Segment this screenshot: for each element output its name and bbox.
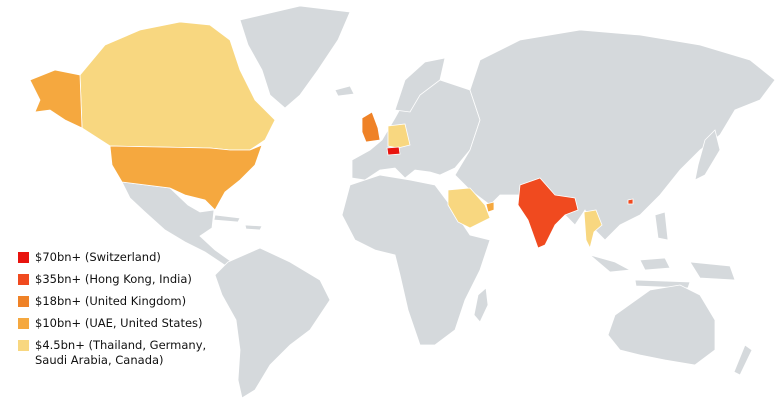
legend-item: $10bn+ (UAE, United States): [18, 316, 228, 331]
legend-swatch: [18, 252, 29, 263]
mexico: [121, 181, 233, 267]
japan: [694, 129, 721, 181]
legend-swatch: [18, 274, 29, 285]
thailand: [583, 209, 603, 250]
alaska: [29, 69, 83, 129]
legend-label: $18bn+ (United Kingdom): [35, 294, 187, 308]
legend-label: $4.5bn+ (Thailand, Germany, Saudi Arabia…: [35, 338, 207, 367]
iceland: [334, 85, 355, 97]
madagascar: [473, 287, 489, 323]
europe: [351, 79, 481, 181]
australia: [607, 284, 716, 366]
indonesia: [589, 254, 736, 289]
saudi-arabia: [447, 187, 491, 229]
legend-label: $70bn+ (Switzerland): [35, 250, 161, 264]
legend-swatch: [18, 340, 29, 351]
caribbean: [213, 214, 263, 231]
philippines: [654, 211, 669, 241]
south-america: [214, 247, 331, 399]
africa: [341, 174, 491, 346]
uae: [485, 201, 495, 213]
canada: [79, 21, 276, 151]
hong-kong: [627, 198, 634, 205]
legend-label: $10bn+ (UAE, United States): [35, 316, 203, 330]
legend-item: $70bn+ (Switzerland): [18, 250, 228, 265]
new-zealand: [733, 344, 753, 376]
legend-swatch: [18, 296, 29, 307]
legend-item: $4.5bn+ (Thailand, Germany, Saudi Arabia…: [18, 338, 228, 368]
greenland: [239, 5, 351, 109]
united-kingdom: [361, 111, 381, 143]
switzerland: [386, 146, 401, 156]
united-states: [109, 144, 263, 211]
legend-swatch: [18, 318, 29, 329]
legend-item: $35bn+ (Hong Kong, India): [18, 272, 228, 287]
legend: $70bn+ (Switzerland) $35bn+ (Hong Kong, I…: [18, 250, 228, 375]
legend-label: $35bn+ (Hong Kong, India): [35, 272, 192, 286]
legend-item: $18bn+ (United Kingdom): [18, 294, 228, 309]
scandinavia: [394, 57, 446, 113]
asia: [454, 29, 776, 241]
india: [517, 177, 579, 249]
germany: [387, 123, 411, 149]
